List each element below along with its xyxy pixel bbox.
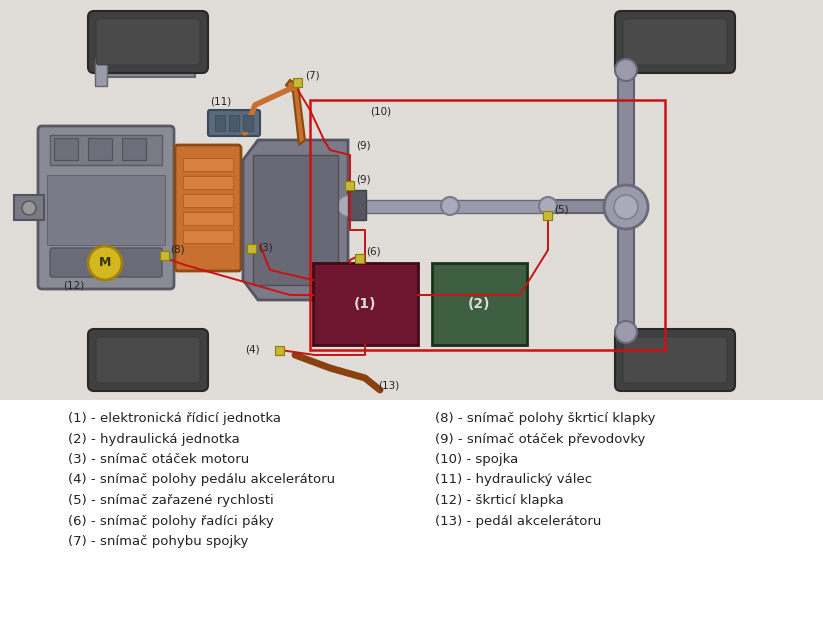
- FancyBboxPatch shape: [50, 248, 162, 277]
- Bar: [183, 176, 233, 189]
- FancyBboxPatch shape: [623, 19, 727, 65]
- Bar: [183, 158, 233, 171]
- Text: (2) - hydraulická jednotka: (2) - hydraulická jednotka: [68, 432, 239, 446]
- Text: (9): (9): [356, 140, 370, 150]
- Bar: [294, 78, 303, 86]
- Circle shape: [615, 59, 637, 81]
- Circle shape: [22, 201, 36, 215]
- Circle shape: [614, 195, 638, 219]
- Polygon shape: [243, 140, 348, 300]
- Text: (7): (7): [305, 71, 319, 81]
- Text: (7) - snímač pohybu spojky: (7) - snímač pohybu spojky: [68, 535, 249, 548]
- Text: (2): (2): [468, 297, 491, 311]
- Circle shape: [539, 197, 557, 215]
- Bar: [313, 263, 418, 345]
- Text: (9): (9): [356, 174, 370, 184]
- Text: (5): (5): [554, 205, 569, 215]
- Text: (6) - snímač polohy řadíci páky: (6) - snímač polohy řadíci páky: [68, 514, 274, 528]
- Bar: [50, 135, 162, 165]
- FancyBboxPatch shape: [88, 329, 208, 391]
- Text: (1) - elektronická řídicí jednotka: (1) - elektronická řídicí jednotka: [68, 412, 281, 425]
- FancyBboxPatch shape: [615, 329, 735, 391]
- Bar: [548, 202, 598, 211]
- Bar: [253, 155, 338, 285]
- FancyBboxPatch shape: [88, 11, 208, 73]
- Text: (1): (1): [354, 297, 377, 311]
- Circle shape: [604, 185, 648, 229]
- Bar: [356, 254, 365, 262]
- Bar: [229, 115, 239, 131]
- Bar: [54, 138, 78, 160]
- Bar: [183, 230, 233, 243]
- FancyBboxPatch shape: [96, 19, 200, 65]
- Circle shape: [337, 195, 359, 217]
- Bar: [122, 138, 146, 160]
- FancyBboxPatch shape: [615, 11, 735, 73]
- FancyBboxPatch shape: [175, 145, 241, 271]
- Bar: [88, 138, 112, 160]
- Bar: [183, 194, 233, 207]
- Bar: [432, 263, 527, 345]
- FancyBboxPatch shape: [623, 337, 727, 383]
- Text: (10): (10): [370, 107, 391, 117]
- Text: (12): (12): [63, 280, 84, 290]
- Text: (8): (8): [170, 244, 184, 254]
- Text: (9) - snímač otáček převodovky: (9) - snímač otáček převodovky: [435, 432, 645, 446]
- Text: (6): (6): [366, 247, 380, 257]
- Circle shape: [88, 246, 122, 280]
- FancyBboxPatch shape: [96, 337, 200, 383]
- Circle shape: [615, 321, 637, 343]
- Bar: [618, 65, 634, 340]
- Bar: [95, 58, 107, 86]
- Bar: [100, 66, 195, 77]
- Text: (11): (11): [210, 97, 231, 107]
- Text: (4) - snímač polohy pedálu akcelerátoru: (4) - snímač polohy pedálu akcelerátoru: [68, 474, 335, 486]
- Bar: [543, 211, 552, 219]
- Bar: [276, 346, 285, 354]
- Text: (13): (13): [378, 380, 399, 390]
- Text: (10) - spojka: (10) - spojka: [435, 453, 518, 466]
- Text: M: M: [99, 256, 111, 269]
- Bar: [160, 251, 170, 259]
- Bar: [0, 0, 823, 400]
- Text: (13) - pedál akcelerátoru: (13) - pedál akcelerátoru: [435, 514, 602, 528]
- Bar: [248, 244, 257, 252]
- Text: (3) - snímač otáček motoru: (3) - snímač otáček motoru: [68, 453, 249, 466]
- Text: (3): (3): [258, 243, 272, 253]
- Bar: [14, 195, 44, 220]
- Bar: [346, 181, 355, 189]
- Bar: [348, 190, 366, 220]
- Text: (8) - snímač polohy škrticí klapky: (8) - snímač polohy škrticí klapky: [435, 412, 655, 425]
- Circle shape: [441, 197, 459, 215]
- Bar: [348, 200, 548, 213]
- Bar: [47, 175, 165, 245]
- Text: (5) - snímač zařazené rychlosti: (5) - snímač zařazené rychlosti: [68, 494, 274, 507]
- Bar: [243, 115, 253, 131]
- Bar: [0, 400, 823, 625]
- FancyBboxPatch shape: [208, 110, 260, 136]
- Text: (12) - škrticí klapka: (12) - škrticí klapka: [435, 494, 564, 507]
- Text: (11) - hydraulický válec: (11) - hydraulický válec: [435, 474, 592, 486]
- Bar: [215, 115, 225, 131]
- Bar: [548, 200, 628, 213]
- Bar: [183, 212, 233, 225]
- Text: (4): (4): [245, 345, 260, 355]
- Bar: [310, 100, 665, 350]
- FancyBboxPatch shape: [38, 126, 174, 289]
- Polygon shape: [286, 80, 305, 145]
